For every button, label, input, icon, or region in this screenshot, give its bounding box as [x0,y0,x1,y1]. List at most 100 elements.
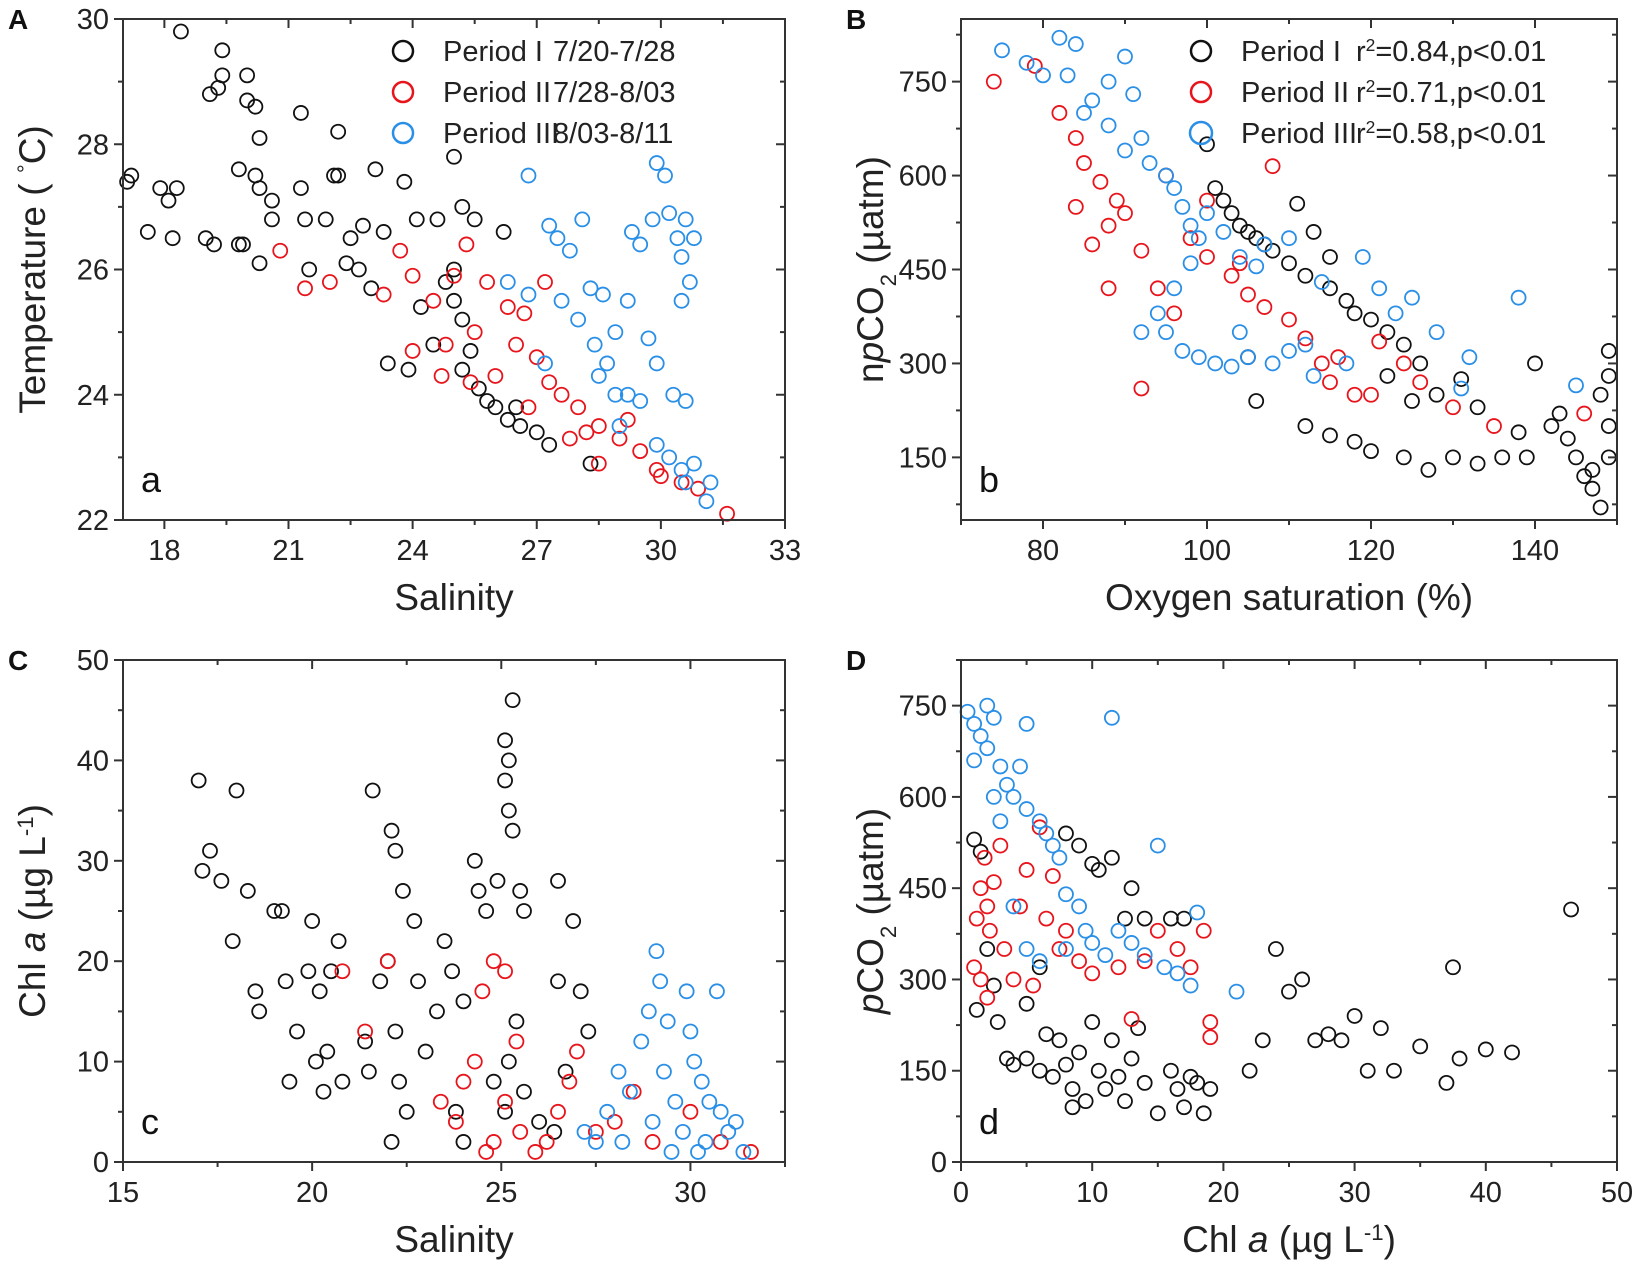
y-axis-label: Temperature ( °C) [12,125,53,414]
legend-marker [1189,39,1213,63]
data-point [565,913,582,929]
data-point [610,1063,627,1080]
data-point [1125,86,1142,103]
label-part: ) [12,804,53,816]
data-point [1404,289,1420,306]
data-point [1313,355,1330,372]
data-point [541,217,558,234]
data-point [574,211,591,228]
data-point [674,1123,691,1140]
data-point [661,205,678,222]
data-point [1379,324,1396,341]
data-point [485,953,502,970]
data-point [570,399,587,416]
data-point [1038,825,1055,842]
data-point [1136,953,1153,970]
data-point [247,98,264,115]
data-point [994,42,1010,59]
data-point [1428,386,1445,403]
data-point [497,963,513,980]
data-point [342,230,359,247]
data-point [1117,205,1133,222]
data-point [976,849,993,866]
data-point [590,418,607,434]
data-point [607,386,624,403]
data-point [497,1093,513,1110]
data-point [334,1073,351,1090]
data-point [1064,1081,1081,1097]
data-point [632,443,649,460]
data-point [985,977,1002,994]
data-point [1404,393,1420,409]
data-point [966,752,983,769]
data-point [644,1113,661,1130]
data-point [992,813,1009,830]
data-point [404,343,421,359]
data-point [1297,267,1314,284]
data-point [487,368,504,384]
data-point [719,505,735,522]
data-point [578,424,595,441]
data-point [392,242,409,259]
data-point [1038,910,1055,927]
data-point [508,399,524,416]
series-3 [576,943,752,1160]
data-point [375,224,392,240]
data-point [508,1033,525,1050]
panel-c: 15 20 25 30 0 10 20 30 40 50 Salinity Chl a (µg L-1… [8,645,786,1260]
data-point [499,299,516,315]
data-point [1354,249,1371,265]
data-point [1281,255,1297,272]
data-point [1149,280,1166,297]
data-point [992,758,1009,775]
data-point [622,1083,638,1100]
data-points [119,23,735,522]
data-point [1166,280,1183,297]
series-2 [334,953,759,1160]
data-point [981,922,998,939]
data-point [1346,386,1363,403]
x-tick-label: 18 [148,535,180,567]
data-point [549,230,566,247]
data-point [659,1013,676,1030]
data-point [1228,983,1245,1000]
data-point [1386,1062,1402,1079]
label-part: a [12,932,53,953]
data-point [516,1083,532,1100]
data-point [677,393,694,409]
legend-extra: r2=0.58,p<0.01 [1356,117,1546,150]
legend-marker [391,121,415,145]
data-point [648,155,665,171]
data-point [454,361,471,378]
data-point [619,386,636,403]
data-point [1051,849,1068,866]
data-point [690,1144,706,1160]
data-point [1058,825,1074,842]
legend-marker [391,39,415,63]
data-point [712,1103,729,1120]
data-point [550,1103,566,1120]
data-point [1136,947,1153,964]
x-axis-label: Salinity [394,1219,514,1260]
data-point [1136,910,1153,927]
data-point [966,831,983,848]
data-point [239,67,256,84]
x-axis-label: Chl a (µg L-1) [1182,1219,1396,1260]
data-point [985,874,1002,890]
data-point [661,449,678,466]
data-point [408,211,425,228]
data-point [1346,305,1363,322]
data-point [1005,971,1022,988]
data-point [1576,405,1593,422]
data-point [357,1033,374,1050]
y-tick-label: 600 [899,161,947,193]
data-point [363,280,380,297]
data-point [446,148,462,165]
data-point [648,436,665,453]
x-tick-label: 20 [296,1177,328,1209]
data-point [681,274,698,290]
label-part: Salinity [394,577,514,618]
data-point [168,180,185,196]
label-part: 2 [1366,117,1376,137]
